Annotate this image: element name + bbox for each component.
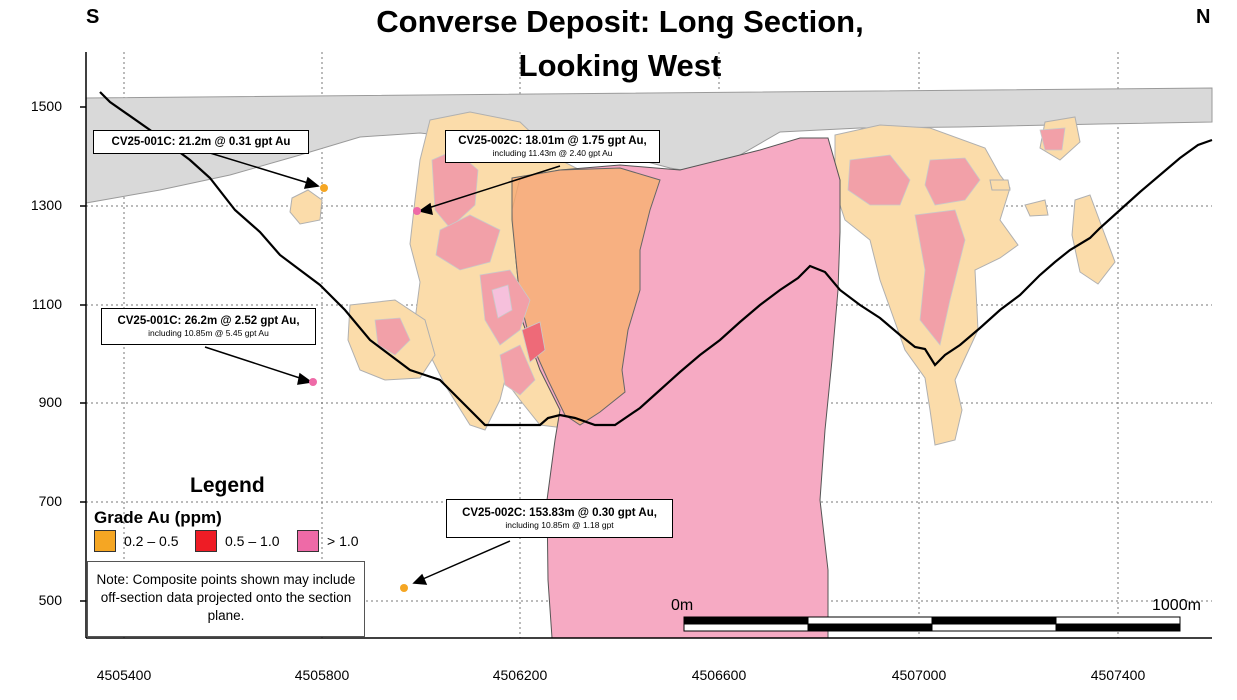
envelope-north-sliver-2 (989, 179, 1011, 191)
callout-cv25-002c-upper: CV25-002C: 18.01m @ 1.75 gpt Au, includi… (445, 130, 660, 163)
callout-arrows (204, 152, 561, 585)
composite-point-1 (320, 184, 328, 192)
y-tick-label: 900 (38, 394, 62, 410)
y-ticks (80, 106, 86, 602)
scale-bar-end-label: 1000m (1152, 597, 1201, 614)
x-tick-label: 4505800 (294, 667, 350, 683)
callout-cv25-001c-upper: CV25-001C: 21.2m @ 0.31 gpt Au (93, 130, 309, 155)
envelope-north-east (1071, 194, 1116, 285)
mid-grade-envelopes (374, 127, 1066, 396)
legend-swatch-low (94, 530, 116, 552)
axes (85, 52, 1212, 639)
legend-item-high: > 1.0 (297, 530, 359, 552)
mid-envelope-small (374, 317, 411, 356)
callout-sub-text: including 10.85m @ 1.18 gpt (505, 520, 614, 531)
arrow-callout-3 (204, 346, 310, 382)
legend-label-mid: 0.5 – 1.0 (225, 533, 280, 549)
x-tick-label: 4506600 (691, 667, 747, 683)
x-tick-label: 4507400 (1090, 667, 1146, 683)
composite-point-4 (400, 584, 408, 592)
mid-envelope-west-2 (435, 214, 501, 271)
scale-bar-start-label: 0m (671, 597, 694, 614)
callout-main-text: CV25-002C: 18.01m @ 1.75 gpt Au, (458, 135, 647, 147)
x-tick-label: 4506200 (492, 667, 548, 683)
envelope-dot-west (289, 189, 323, 225)
legend-item-mid: 0.5 – 1.0 (195, 530, 280, 552)
mid-envelope-north-2 (924, 157, 981, 206)
composite-point-3 (309, 378, 317, 386)
x-tick-label: 4505400 (96, 667, 152, 683)
legend-label-low: 0.2 – 0.5 (124, 533, 179, 549)
arrow-callout-2 (421, 165, 561, 211)
legend-title: Legend (190, 474, 265, 497)
callout-cv25-002c-lower: CV25-002C: 153.83m @ 0.30 gpt Au, includ… (446, 499, 673, 538)
callout-cv25-001c-lower: CV25-001C: 26.2m @ 2.52 gpt Au, includin… (101, 308, 316, 345)
y-tick-label: 1500 (30, 98, 62, 114)
mid-envelope-center-red (521, 321, 546, 363)
arrow-callout-4 (415, 540, 511, 583)
legend-subtitle: Grade Au (ppm) (94, 508, 222, 527)
legend-item-low: 0.2 – 0.5 (94, 530, 179, 552)
callout-sub-text: including 11.43m @ 2.40 gpt Au (492, 148, 613, 159)
y-tick-label: 1300 (30, 197, 62, 213)
legend-swatch-high (297, 530, 319, 552)
composite-point-2 (413, 207, 421, 215)
scale-bar (683, 616, 1181, 632)
callout-main-text: CV25-002C: 153.83m @ 0.30 gpt Au, (462, 507, 657, 519)
pit-shell-outline (99, 91, 1213, 427)
x-tick-label: 4507000 (891, 667, 947, 683)
projection-note: Note: Composite points shown may include… (87, 561, 365, 637)
callout-main-text: CV25-001C: 21.2m @ 0.31 gpt Au (111, 136, 291, 148)
mid-envelope-west-4 (499, 344, 536, 396)
mid-envelope-north-4 (1039, 127, 1066, 151)
legend-label-high: > 1.0 (327, 533, 359, 549)
figure-title: Converse Deposit: Long Section, Looking … (376, 4, 864, 83)
arrow-callout-1 (209, 152, 319, 187)
callout-sub-text: including 10.85m @ 5.45 gpt Au (148, 328, 269, 339)
envelope-north-sliver (1024, 199, 1049, 217)
orientation-north: N (1196, 6, 1211, 28)
mid-envelope-pink-center (491, 284, 513, 319)
y-tick-label: 1100 (31, 296, 62, 312)
y-tick-label: 500 (38, 592, 62, 608)
legend-swatch-mid (195, 530, 217, 552)
mid-envelope-north-1 (847, 154, 911, 206)
callout-main-text: CV25-001C: 26.2m @ 2.52 gpt Au, (117, 315, 300, 327)
y-tick-label: 700 (38, 493, 62, 509)
mid-envelope-north-3 (914, 209, 966, 346)
orientation-south: S (86, 6, 100, 28)
